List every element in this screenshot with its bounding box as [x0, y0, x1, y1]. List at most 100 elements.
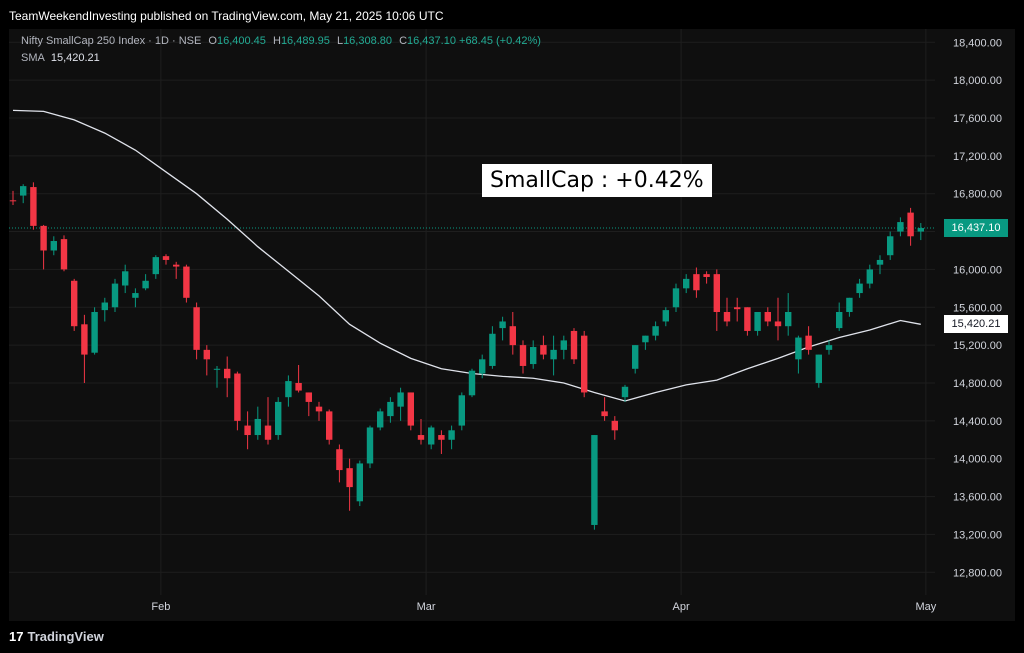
- candle-body-down: [774, 321, 782, 327]
- candle-body-down: [244, 425, 251, 436]
- price-axis-label: 14,800.00: [953, 378, 1002, 390]
- candle-body-up: [754, 312, 761, 331]
- chart-svg[interactable]: 12,800.00 13,200.00 13,600.00 14,000.00 14,4…: [9, 29, 1015, 621]
- candle-body-down: [234, 373, 241, 421]
- change-value: +68.45 (+0.42%): [459, 35, 541, 47]
- candle-body-down: [9, 200, 17, 202]
- candle-body-up: [846, 297, 853, 312]
- candle-body-down: [326, 411, 333, 440]
- price-axis-label: 13,600.00: [953, 492, 1002, 504]
- price-axis-label: 14,000.00: [953, 454, 1002, 466]
- candle-body-up: [142, 280, 149, 289]
- price-axis-label: 13,200.00: [953, 529, 1002, 541]
- candle-body-down: [162, 256, 170, 260]
- candle-body-down: [295, 382, 302, 391]
- candle-body-down: [734, 307, 741, 310]
- candle-body-up: [132, 293, 139, 298]
- high-label: H: [272, 35, 281, 47]
- time-axis-label: Feb: [151, 601, 170, 613]
- candle-body-down: [723, 312, 731, 322]
- close-value: 16,437.10: [407, 35, 456, 47]
- high-value: 16,489.95: [280, 35, 330, 47]
- price-axis-label: 12,800.00: [953, 567, 1002, 579]
- candle-body-up: [683, 278, 690, 289]
- candle-body-down: [336, 449, 343, 471]
- tradingview-logo[interactable]: 17 TradingView: [9, 629, 104, 644]
- candle-body-up: [91, 312, 98, 353]
- sma-legend[interactable]: SMA 15,420.21: [21, 52, 100, 64]
- last-price-tag: 16,437.10: [944, 219, 1008, 238]
- symbol-label[interactable]: Nifty SmallCap 250 Index · 1D · NSE: [21, 35, 202, 47]
- candle-body-down: [581, 335, 588, 393]
- time-axis-label: Mar: [417, 601, 436, 613]
- candle-body-up: [632, 345, 639, 369]
- low-label: L: [336, 35, 344, 47]
- candle-body-up: [285, 381, 292, 398]
- candle-body-up: [866, 269, 873, 284]
- sma-line: [12, 109, 921, 402]
- candle-body-down: [438, 435, 445, 440]
- candle-body-down: [417, 435, 425, 440]
- chart-pane[interactable]: 12,800.00 13,200.00 13,600.00 14,000.00 14,4…: [9, 29, 1015, 621]
- open-label: O: [208, 35, 217, 47]
- candle-body-down: [509, 326, 516, 346]
- sma-value: 15,420.21: [50, 52, 100, 64]
- candle-body-up: [152, 257, 159, 275]
- candle-body-down: [805, 335, 812, 350]
- price-axis-label: 18,000.00: [953, 75, 1002, 87]
- candle-body-up: [122, 271, 129, 286]
- candle-body-down: [611, 420, 618, 431]
- price-axis-label: 14,400.00: [953, 416, 1002, 428]
- candle-body-down: [764, 312, 771, 322]
- candle-body-down: [203, 349, 210, 360]
- candle-body-down: [173, 264, 180, 267]
- price-axis-label: 17,600.00: [953, 113, 1002, 125]
- candle-body-down: [693, 274, 700, 291]
- price-axis-label: 16,800.00: [953, 189, 1002, 201]
- annotation-box[interactable]: SmallCap : +0.42%: [482, 164, 712, 197]
- price-axis-label: 15,200.00: [953, 340, 1002, 352]
- candle-body-up: [530, 347, 537, 365]
- candle-body-up: [479, 359, 486, 374]
- candle-body-up: [428, 427, 435, 445]
- candle-body-up: [275, 401, 282, 436]
- candle-body-up: [642, 335, 649, 343]
- candle-body-up: [662, 310, 669, 322]
- candle-body-down: [40, 225, 47, 251]
- candle-body-up: [887, 236, 894, 256]
- candle-body-down: [713, 274, 720, 312]
- candle-body-up: [50, 241, 57, 251]
- sma-label: SMA: [21, 52, 45, 64]
- published-line: TeamWeekendInvesting published on Tradin…: [9, 9, 444, 23]
- price-axis-label: 16,000.00: [953, 264, 1002, 276]
- candle-body-up: [621, 386, 629, 398]
- candle-body-down: [305, 392, 312, 402]
- candle-body-up: [101, 302, 108, 311]
- price-axis-label: 18,400.00: [953, 37, 1002, 49]
- candle-body-up: [917, 228, 924, 232]
- candle-body-down: [193, 307, 200, 350]
- open-value: 16,400.45: [216, 35, 266, 47]
- candle-body-down: [264, 425, 272, 440]
- candle-body-up: [897, 222, 904, 232]
- time-axis-label: May: [916, 601, 937, 613]
- tradingview-logo-icon: 17: [9, 629, 24, 644]
- price-axis-label: 15,600.00: [953, 302, 1002, 314]
- candle-body-up: [825, 345, 833, 350]
- candle-body-up: [856, 283, 863, 294]
- candle-body-up: [785, 312, 792, 327]
- candle-body-up: [560, 340, 567, 350]
- candle-body-up: [499, 321, 506, 329]
- candle-body-up: [468, 370, 476, 396]
- candle-body-up: [815, 354, 822, 383]
- candle-body-up: [652, 326, 659, 336]
- candle-body-up: [489, 333, 496, 366]
- candle-body-up: [356, 463, 363, 502]
- candle-body-up: [672, 288, 680, 308]
- candle-body-up: [591, 435, 598, 525]
- sma-price-tag: 15,420.21: [944, 315, 1008, 334]
- candle-body-up: [213, 368, 221, 370]
- tradingview-logo-text: TradingView: [27, 629, 104, 644]
- candle-body-down: [224, 368, 231, 379]
